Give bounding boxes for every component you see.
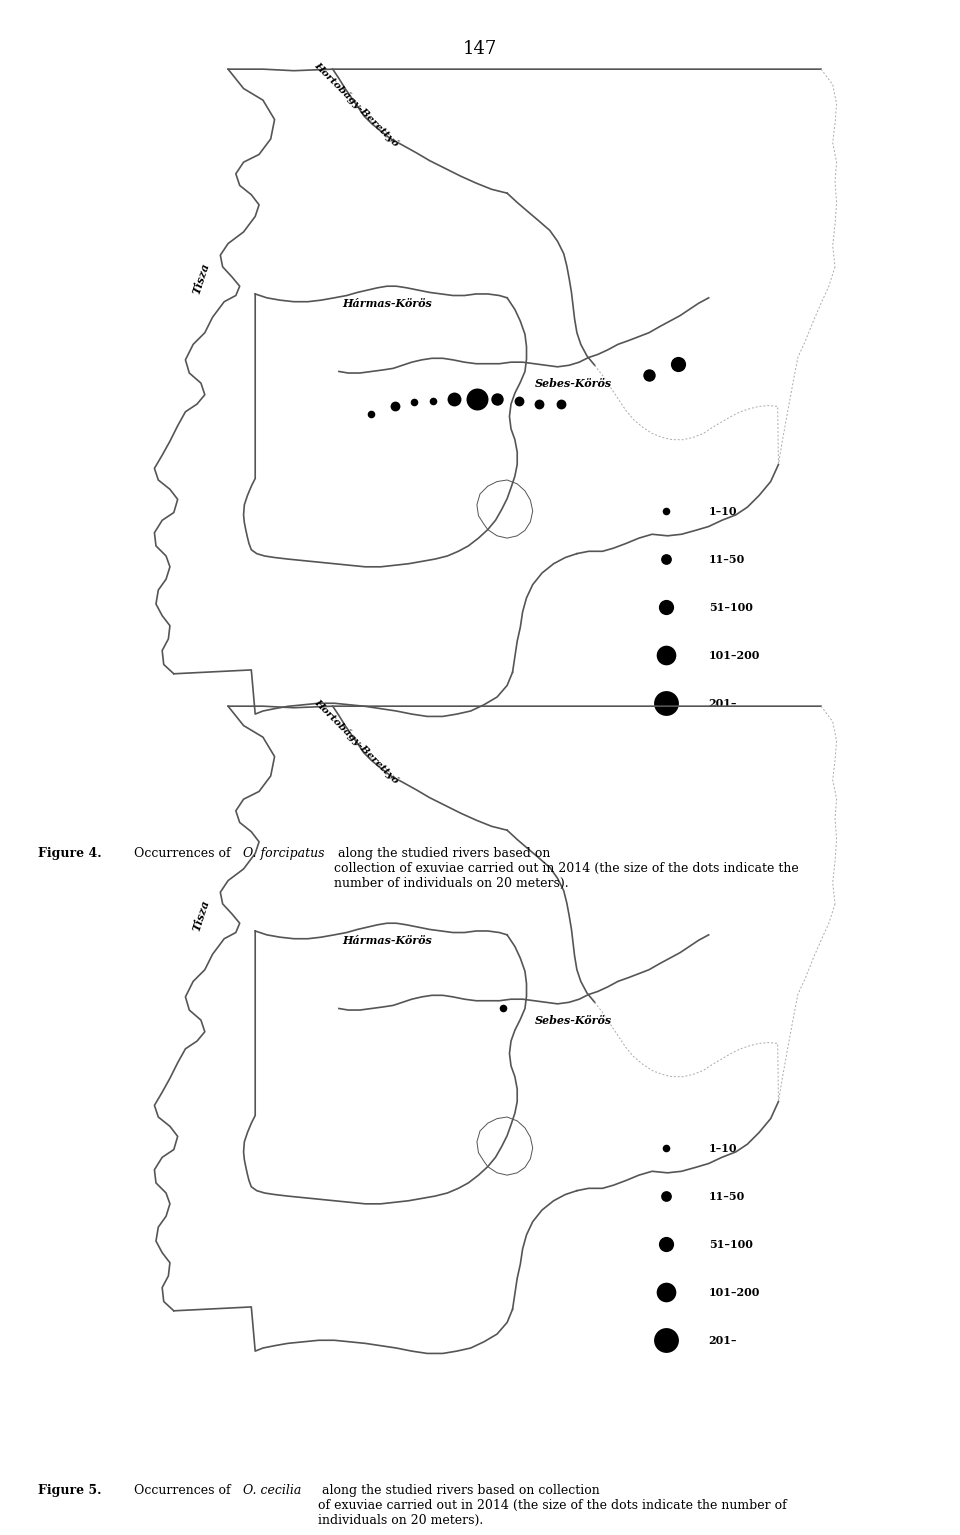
Text: 201–: 201– xyxy=(708,698,737,709)
Text: O. cecilia: O. cecilia xyxy=(243,1484,301,1497)
Text: 1–10: 1–10 xyxy=(708,1142,737,1153)
Text: Tisza: Tisza xyxy=(191,261,211,296)
Text: 11–50: 11–50 xyxy=(708,1191,745,1202)
Text: 101–200: 101–200 xyxy=(708,649,760,660)
Point xyxy=(659,596,674,620)
Point xyxy=(659,1328,674,1352)
Text: Tisza: Tisza xyxy=(191,898,211,933)
Point xyxy=(364,402,379,427)
Point xyxy=(446,387,462,411)
Text: Hármas-Körös: Hármas-Körös xyxy=(342,935,432,946)
Point xyxy=(511,388,526,413)
Point xyxy=(406,390,421,414)
Point xyxy=(659,546,674,571)
Text: 51–100: 51–100 xyxy=(708,602,753,612)
Text: 1–10: 1–10 xyxy=(708,505,737,516)
Text: O. forcipatus: O. forcipatus xyxy=(243,847,324,860)
Text: Sebes-Körös: Sebes-Körös xyxy=(535,378,612,388)
Text: Occurrences of: Occurrences of xyxy=(130,1484,234,1497)
Text: Hortobágy-Berettyó: Hortobágy-Berettyó xyxy=(312,60,400,147)
Text: Figure 4.: Figure 4. xyxy=(38,847,102,860)
Point xyxy=(469,387,485,411)
Text: Figure 5.: Figure 5. xyxy=(38,1484,102,1497)
Point xyxy=(641,364,657,388)
Point xyxy=(659,1280,674,1305)
Point xyxy=(531,391,546,416)
Point xyxy=(671,352,686,376)
Point xyxy=(659,1183,674,1208)
Point xyxy=(659,643,674,668)
Text: Sebes-Körös: Sebes-Körös xyxy=(535,1015,612,1025)
Text: Hármas-Körös: Hármas-Körös xyxy=(342,298,432,309)
Point xyxy=(495,996,511,1021)
Text: 101–200: 101–200 xyxy=(708,1286,760,1297)
Text: along the studied rivers based on collection
of exuviae carried out in 2014 (the: along the studied rivers based on collec… xyxy=(318,1484,786,1527)
Text: Occurrences of: Occurrences of xyxy=(130,847,234,860)
Text: 201–: 201– xyxy=(708,1335,737,1346)
Point xyxy=(490,387,505,411)
Point xyxy=(387,394,402,419)
Point xyxy=(659,1136,674,1160)
Text: along the studied rivers based on
collection of exuviae carried out in 2014 (the: along the studied rivers based on collec… xyxy=(334,847,799,890)
Point xyxy=(659,499,674,523)
Point xyxy=(659,691,674,715)
Text: 11–50: 11–50 xyxy=(708,554,745,565)
Text: 147: 147 xyxy=(463,40,497,58)
Point xyxy=(659,1233,674,1257)
Point xyxy=(554,391,569,416)
Text: 51–100: 51–100 xyxy=(708,1239,753,1249)
Point xyxy=(426,388,442,413)
Text: Hortobágy-Berettyó: Hortobágy-Berettyó xyxy=(312,697,400,784)
